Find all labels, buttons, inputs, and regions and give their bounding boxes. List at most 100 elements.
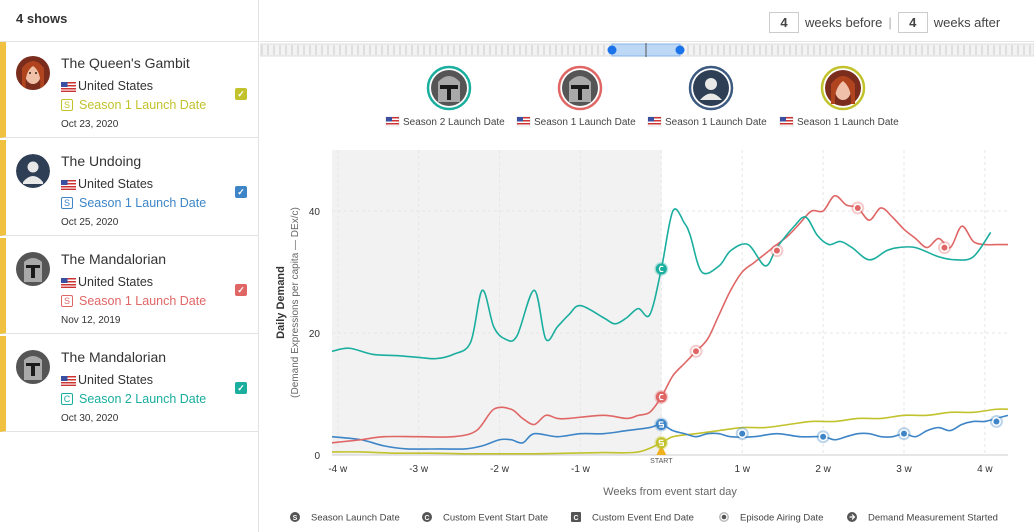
x-tick-label: 2 w: [815, 464, 831, 475]
custom-event-marker[interactable]: [654, 390, 669, 405]
show-country: United States: [61, 275, 153, 289]
default-user-icon: [693, 70, 729, 106]
avatar-ring: [557, 65, 603, 111]
series-line-1[interactable]: [331, 208, 992, 360]
show-checkbox[interactable]: ✓: [235, 186, 247, 198]
portrait-hair: [831, 76, 855, 104]
show-checkbox[interactable]: ✓: [235, 88, 247, 100]
woman-portrait-icon: [16, 56, 50, 90]
episode-airing-marker[interactable]: [816, 430, 830, 444]
slider-right-handle[interactable]: [675, 45, 685, 55]
series-line-2[interactable]: [331, 194, 1008, 444]
episode-airing-marker[interactable]: [897, 427, 911, 441]
show-checkbox[interactable]: ✓: [235, 382, 247, 394]
flag-stripe: [517, 123, 530, 125]
marker-dot: [655, 263, 667, 275]
us-flag-icon: [779, 116, 794, 127]
us-flag-icon: [61, 277, 76, 288]
show-title: The Mandalorian: [61, 349, 167, 365]
chart-legend-item-2[interactable]: Season 1 Launch Date: [516, 65, 636, 128]
marker-glyph: [658, 421, 664, 428]
show-checkbox[interactable]: ✓: [235, 284, 247, 296]
chart-legend-label: Season 1 Launch Date: [534, 117, 636, 128]
mandalorian-helmet-icon: [431, 70, 467, 106]
mandalorian-helmet-icon: [16, 252, 50, 286]
flag-canton: [780, 117, 786, 122]
season-launch-marker[interactable]: [654, 435, 669, 450]
helmet-visor: [571, 85, 589, 100]
us-flag-icon: [385, 116, 400, 127]
show-card-queens-gambit[interactable]: The Queen's Gambit United States S Seaso…: [0, 42, 258, 138]
episode-airing-marker[interactable]: [937, 241, 951, 255]
flag-stripe: [780, 120, 793, 122]
custom-event-icon: C: [422, 512, 432, 522]
episode-airing-icon: [719, 512, 729, 522]
icon-bg: [422, 512, 432, 522]
weeks-before-input[interactable]: 4: [769, 12, 799, 33]
series-line-4[interactable]: [331, 408, 1009, 455]
y-axis-title: Daily Demand: [275, 266, 287, 339]
icon-bg: [290, 512, 300, 522]
x-tick-label: -1 w: [571, 464, 591, 475]
y-tick-label: 0: [314, 451, 320, 462]
season-launch-icon: S: [61, 99, 73, 111]
custom-event-icon: C: [571, 512, 581, 522]
marker-dot: [941, 244, 948, 251]
episode-airing-marker[interactable]: [770, 244, 784, 258]
season-launch-marker[interactable]: [654, 417, 669, 432]
flag-stripe: [386, 117, 399, 119]
show-card-mandalorian-s2[interactable]: The Mandalorian United States C Season 2…: [0, 336, 258, 432]
user-body: [700, 93, 722, 100]
weeks-range-control: 4 weeks before | 4 weeks after: [769, 12, 1000, 33]
flag-stripe: [780, 123, 793, 125]
marker-dot: [993, 418, 1000, 425]
show-card-mandalorian-s1[interactable]: The Mandalorian United States S Season 1…: [0, 238, 258, 334]
launch-label: Season 1 Launch Date: [79, 196, 207, 210]
bottom-legend-item-4: Episode Airing Date: [719, 512, 823, 524]
chart-legend-item-1[interactable]: Season 2 Launch Date: [385, 65, 505, 128]
launch-type: S Season 1 Launch Date: [61, 196, 206, 210]
weeks-after-input[interactable]: 4: [897, 12, 928, 33]
show-card-the-undoing[interactable]: The Undoing United States S Season 1 Lau…: [0, 140, 258, 236]
show-count: 4 shows: [0, 0, 258, 42]
launch-type: S Season 1 Launch Date: [61, 98, 206, 112]
pre-event-shaded-region: [332, 150, 662, 455]
y-axis-subtitle: (Demand Expressions per capita — DEx/c): [290, 207, 301, 398]
marker-dot: [655, 391, 667, 403]
episode-airing-marker[interactable]: [851, 201, 865, 215]
slider-left-handle[interactable]: [607, 45, 617, 55]
us-flag-icon: [61, 81, 76, 92]
x-axis-title: Weeks from event start day: [603, 486, 737, 498]
timeline-range-slider[interactable]: [259, 42, 1034, 58]
launch-date: Oct 25, 2020: [61, 217, 119, 228]
x-tick-label: -2 w: [490, 464, 510, 475]
chart-legend-label: Season 2 Launch Date: [403, 117, 505, 128]
flag-stripe: [386, 120, 399, 122]
x-tick-label: -3 w: [409, 464, 429, 475]
chart-legend-item-4[interactable]: Season 1 Launch Date: [779, 65, 899, 128]
demand-chart: Season 2 Launch Date Season 1 Launch Date…: [260, 58, 1034, 532]
marker-glyph: [658, 265, 664, 273]
chart-legend-item-3[interactable]: Season 1 Launch Date: [647, 65, 767, 128]
custom-event-marker[interactable]: [654, 261, 669, 276]
episode-airing-marker[interactable]: [689, 344, 703, 358]
episode-airing-marker[interactable]: [735, 427, 749, 441]
season-launch-icon: S: [290, 512, 300, 522]
flag-stripe: [648, 123, 661, 125]
show-country: United States: [61, 79, 153, 93]
y-tick-label: 20: [309, 329, 321, 340]
start-triangle-icon: [656, 445, 667, 455]
episode-airing-marker[interactable]: [989, 414, 1003, 428]
user-head: [705, 78, 717, 90]
weeks-after-label: weeks after: [933, 15, 1001, 30]
arrow-right-icon: [847, 512, 857, 522]
mandalorian-helmet-icon: [562, 70, 598, 106]
bottom-legend-label: Demand Measurement Started: [868, 513, 998, 524]
marker-dot: [820, 433, 827, 440]
launch-label: Season 1 Launch Date: [79, 294, 207, 308]
launch-label: Season 2 Launch Date: [79, 392, 207, 406]
marker-dot: [901, 430, 907, 437]
series-line-3[interactable]: [331, 414, 1009, 450]
flag-stripe: [517, 120, 530, 122]
show-title: The Queen's Gambit: [61, 55, 190, 71]
